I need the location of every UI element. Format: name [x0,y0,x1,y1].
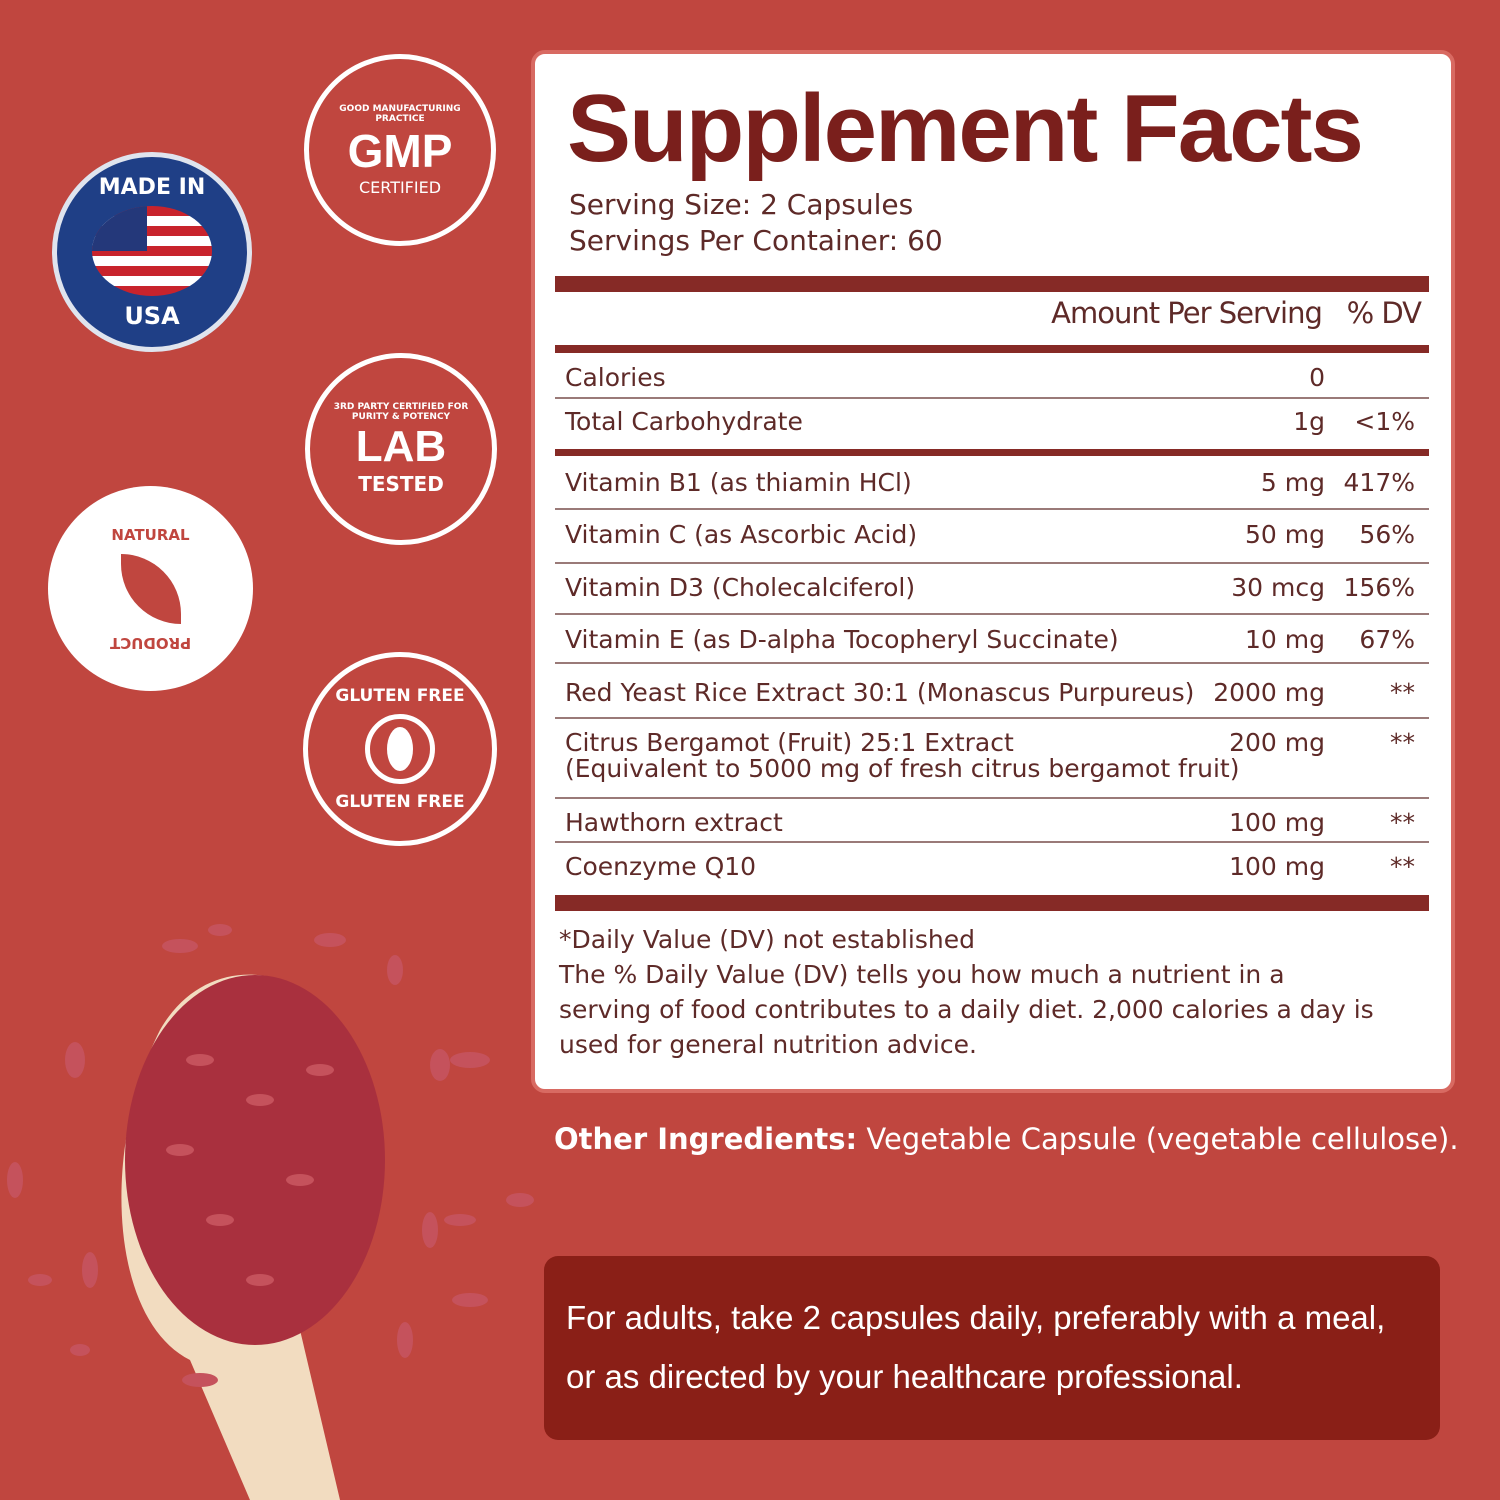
divider-thick [555,345,1429,353]
divider [555,841,1429,843]
nutrient-amount: 100 mg [1229,808,1325,837]
divider [555,562,1429,564]
facts-row: Vitamin B1 (as thiamin HCl) 5 mg 417% [565,468,1415,498]
nutrient-name: Vitamin B1 (as thiamin HCl) [565,468,912,497]
nutrient-name: Vitamin C (as Ascorbic Acid) [565,520,918,549]
footnote-daily-value: The % Daily Value (DV) tells you how muc… [559,960,1374,1059]
header-dv: % DV [1346,296,1422,330]
directions-text: For adults, take 2 capsules daily, prefe… [566,1299,1386,1395]
lab-sub-text: TESTED [358,472,444,496]
badge-bottom-text: USA [124,301,180,330]
leaf-icon [120,553,181,624]
nutrient-name: Total Carbohydrate [565,407,803,436]
gmp-main-text: GMP [347,124,453,177]
nutrient-dv: 67% [1359,625,1415,654]
other-ingredients-label: Other Ingredients: [554,1122,858,1156]
other-ingredients-value: Vegetable Capsule (vegetable cellulose). [857,1122,1459,1156]
nutrient-amount: 30 mcg [1231,573,1325,602]
natural-bottom-text: PRODUCT [109,633,192,652]
facts-row: Red Yeast Rice Extract 30:1 (Monascus Pu… [565,678,1415,708]
divider-thick [555,895,1429,911]
badge-top-text: MADE IN [98,174,206,200]
gmp-sub-text: CERTIFIED [358,177,442,197]
nutrient-name: Red Yeast Rice Extract 30:1 (Monascus Pu… [565,678,1195,707]
header-amount: Amount Per Serving [1051,296,1323,330]
divider [555,397,1429,399]
facts-row: Hawthorn extract 100 mg ** [565,808,1415,838]
natural-product-badge: NATURAL PRODUCT [48,486,253,691]
nutrient-name: Vitamin D3 (Cholecalciferol) [565,573,916,602]
gluten-free-badge: GLUTEN FREE GLUTEN FREE [303,652,497,846]
facts-row: Citrus Bergamot (Fruit) 25:1 Extract (Equ… [565,728,1415,788]
column-header: Amount Per Serving % DV [1051,296,1422,330]
nutrient-dv: 156% [1343,573,1415,602]
facts-row: Total Carbohydrate 1g <1% [565,407,1415,437]
nutrient-amount: 2000 mg [1213,678,1325,707]
nutrient-amount: 1g [1293,407,1325,436]
made-in-usa-badge: MADE IN USA [52,152,252,352]
nutrient-dv: <1% [1354,407,1415,436]
divider [555,508,1429,510]
gluten-bottom-text: GLUTEN FREE [335,792,465,812]
nutrient-name: Calories [565,363,666,392]
gmp-ring-text: GOOD MANUFACTURING PRACTICE [339,103,461,124]
facts-title: Supplement Facts [567,75,1364,182]
nutrient-dv: 56% [1359,520,1415,549]
serving-size: Serving Size: 2 Capsules [569,188,914,221]
divider [555,613,1429,615]
nutrient-amount: 0 [1309,363,1325,392]
facts-row: Vitamin E (as D-alpha Tocopheryl Succina… [565,625,1415,655]
facts-row: Calories 0 [565,363,1415,393]
lab-ring-text: 3RD PARTY CERTIFIED FOR PURITY & POTENCY [333,402,469,422]
wheat-icon [365,714,435,784]
nutrient-dv: 417% [1343,468,1415,497]
gmp-certified-badge: GOOD MANUFACTURING PRACTICE GMP CERTIFIE… [304,54,496,246]
other-ingredients: Other Ingredients: Vegetable Capsule (ve… [554,1122,1459,1156]
nutrient-dv: ** [1390,728,1415,757]
supplement-facts-panel: Supplement Facts Serving Size: 2 Capsule… [531,50,1455,1093]
lab-tested-badge: 3RD PARTY CERTIFIED FOR PURITY & POTENCY… [305,353,497,545]
nutrient-dv: ** [1390,808,1415,837]
natural-top-text: NATURAL [111,525,190,544]
nutrient-name: Coenzyme Q10 [565,852,757,881]
nutrient-amount: 5 mg [1260,468,1325,497]
nutrient-dv: ** [1390,852,1415,881]
facts-row: Vitamin D3 (Cholecalciferol) 30 mcg 156% [565,573,1415,603]
servings-per-container: Servings Per Container: 60 [569,224,943,257]
divider-thick [555,449,1429,456]
nutrient-amount: 10 mg [1245,625,1325,654]
divider-thick [555,276,1429,292]
lab-main-text: LAB [355,422,447,471]
gluten-top-text: GLUTEN FREE [335,686,465,706]
facts-row: Coenzyme Q10 100 mg ** [565,852,1415,882]
nutrient-name-detail: (Equivalent to 5000 mg of fresh citrus b… [565,754,1240,783]
nutrient-name: Hawthorn extract [565,808,783,837]
nutrient-amount: 200 mg [1229,728,1325,757]
nutrient-amount: 50 mg [1245,520,1325,549]
divider [555,797,1429,799]
divider [555,717,1429,719]
nutrient-name: Vitamin E (as D-alpha Tocopheryl Succina… [565,625,1119,654]
footnote-dv: *Daily Value (DV) not established [559,925,975,954]
spoon-red-yeast-rice-image [7,924,534,1500]
directions-box: For adults, take 2 capsules daily, prefe… [544,1256,1440,1440]
nutrient-amount: 100 mg [1229,852,1325,881]
nutrient-name: Citrus Bergamot (Fruit) 25:1 Extract [565,728,1014,757]
divider [555,662,1429,664]
usa-flag-icon [92,205,212,296]
nutrient-dv: ** [1390,678,1415,707]
facts-row: Vitamin C (as Ascorbic Acid) 50 mg 56% [565,520,1415,550]
